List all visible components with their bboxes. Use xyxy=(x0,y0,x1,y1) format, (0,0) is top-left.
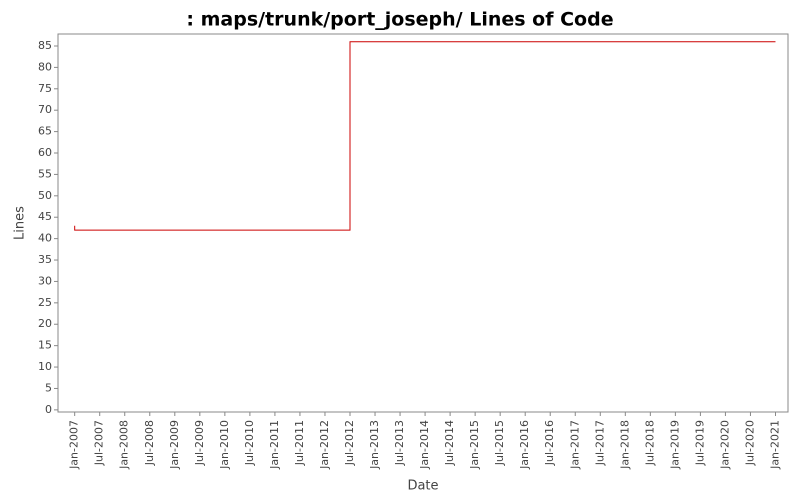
y-tick-label: 75 xyxy=(38,82,52,95)
x-tick-label: Jan-2014 xyxy=(418,420,431,470)
y-tick-label: 80 xyxy=(38,60,52,73)
x-axis-label: Date xyxy=(407,479,438,494)
x-tick-label: Jan-2007 xyxy=(68,420,81,470)
x-tick-label: Jul-2013 xyxy=(393,420,406,466)
y-tick-label: 65 xyxy=(38,125,52,138)
y-tick-label: 30 xyxy=(38,274,52,287)
x-tick-label: Jan-2009 xyxy=(168,420,181,470)
y-tick-label: 25 xyxy=(38,296,52,309)
x-tick-label: Jul-2020 xyxy=(743,420,756,466)
x-tick-label: Jan-2008 xyxy=(118,420,131,470)
y-tick-label: 15 xyxy=(38,339,52,352)
plot-area xyxy=(57,33,789,413)
x-tick-label: Jan-2016 xyxy=(518,420,531,470)
x-tick-label: Jan-2012 xyxy=(318,420,331,470)
x-tick-label: Jan-2013 xyxy=(368,420,381,470)
y-tick-label: 60 xyxy=(38,146,52,159)
y-tick-label: 85 xyxy=(38,39,52,52)
x-tick-label: Jan-2011 xyxy=(268,420,281,470)
x-tick-label: Jul-2014 xyxy=(443,420,456,466)
x-tick-label: Jul-2010 xyxy=(243,420,256,466)
x-tick-label: Jan-2021 xyxy=(768,420,781,470)
y-tick-label: 45 xyxy=(38,210,52,223)
y-tick-label: 55 xyxy=(38,167,52,180)
x-tick-label: Jul-2011 xyxy=(293,420,306,466)
x-tick-label: Jul-2018 xyxy=(643,420,656,466)
y-tick-label: 70 xyxy=(38,103,52,116)
y-tick-label: 35 xyxy=(38,253,52,266)
x-tick-label: Jul-2017 xyxy=(593,420,606,466)
y-tick-label: 20 xyxy=(38,317,52,330)
x-tick-label: Jan-2010 xyxy=(218,420,231,470)
x-tick-label: Jan-2015 xyxy=(468,420,481,470)
x-tick-label: Jan-2020 xyxy=(718,420,731,470)
y-tick-label: 5 xyxy=(45,381,52,394)
line xyxy=(74,41,776,231)
x-tick-label: Jul-2009 xyxy=(193,420,206,466)
x-tick-label: Jul-2016 xyxy=(543,420,556,466)
y-tick-label: 10 xyxy=(38,360,52,373)
y-tick-label: 0 xyxy=(45,403,52,416)
x-tick-label: Jan-2017 xyxy=(568,420,581,470)
chart-title: : maps/trunk/port_joseph/ Lines of Code xyxy=(186,9,613,31)
y-axis-label: Lines xyxy=(13,206,28,240)
x-tick-label: Jul-2019 xyxy=(693,420,706,466)
x-tick-label: Jan-2019 xyxy=(668,420,681,470)
x-tick-label: Jul-2012 xyxy=(343,420,356,466)
y-tick-label: 40 xyxy=(38,232,52,245)
x-tick-label: Jul-2015 xyxy=(493,420,506,466)
x-tick-label: Jul-2008 xyxy=(143,420,156,466)
y-tick-label: 50 xyxy=(38,189,52,202)
x-tick-label: Jul-2007 xyxy=(93,420,106,466)
x-tick-label: Jan-2018 xyxy=(618,420,631,470)
